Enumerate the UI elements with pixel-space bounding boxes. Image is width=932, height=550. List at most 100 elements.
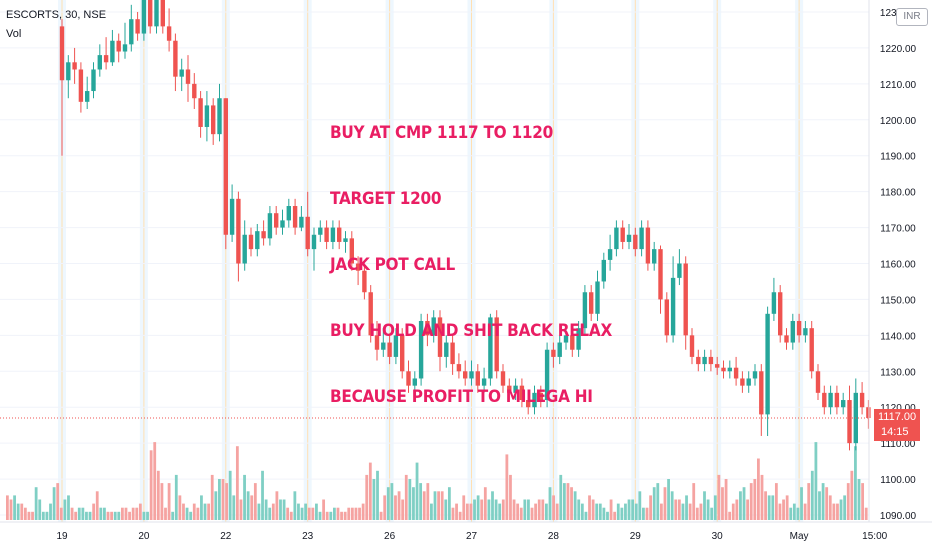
volume-bar xyxy=(663,487,667,520)
candle-body xyxy=(330,227,336,242)
volume-bar xyxy=(818,491,821,520)
volume-bar xyxy=(476,495,480,520)
volume-bar xyxy=(749,483,753,520)
candle-body xyxy=(633,234,638,250)
volume-bar xyxy=(300,507,304,520)
volume-bar xyxy=(67,495,70,520)
volume-bar xyxy=(106,511,110,520)
volume-bar xyxy=(74,511,78,520)
candle-body xyxy=(261,231,266,239)
volume-bar xyxy=(731,503,735,520)
volume-bar xyxy=(340,511,343,520)
volume-bar xyxy=(746,499,750,520)
candle-body xyxy=(834,392,840,408)
candle-body xyxy=(72,62,77,70)
candle-body xyxy=(267,213,273,239)
volume-bar xyxy=(23,507,27,520)
volume-bar xyxy=(491,491,494,520)
candle-body xyxy=(91,69,96,92)
volume-bar xyxy=(584,511,588,520)
candle-body xyxy=(784,335,789,343)
time-tick-label: 26 xyxy=(384,531,396,542)
volume-bar xyxy=(264,499,268,520)
candle-body xyxy=(765,313,770,415)
volume-bar xyxy=(422,491,426,520)
volume-bar xyxy=(6,495,9,520)
time-tick-label: 29 xyxy=(630,531,642,542)
volume-bar xyxy=(548,487,552,520)
volume-bar xyxy=(774,483,778,520)
candle-body xyxy=(236,198,241,264)
volume-bar xyxy=(228,470,232,520)
volume-bar xyxy=(803,503,807,520)
volume-bar xyxy=(473,499,476,520)
candle-body xyxy=(576,328,581,350)
volume-bar xyxy=(200,495,203,520)
volume-bar xyxy=(113,511,117,520)
candle-body xyxy=(771,292,777,314)
candle-body xyxy=(318,227,323,235)
candle-body xyxy=(78,69,84,102)
volume-bar xyxy=(807,483,811,520)
price-tick-label: 1110.00 xyxy=(881,439,916,450)
legend-title: ESCORTS, 30, NSE xyxy=(6,9,107,21)
candle-body xyxy=(431,317,436,336)
candle-body xyxy=(381,342,386,350)
volume-bar xyxy=(580,503,584,520)
candle-body xyxy=(866,407,871,418)
price-tick-label: 1210.00 xyxy=(880,80,917,91)
candle-body xyxy=(204,105,210,127)
volume-bar xyxy=(462,495,466,520)
volume-bar xyxy=(85,511,88,520)
volume-bar xyxy=(419,483,423,520)
volume-bar xyxy=(70,507,74,520)
volume-bar xyxy=(383,495,387,520)
volume-bar xyxy=(27,511,31,520)
volume-bar xyxy=(670,491,674,520)
volume-bar xyxy=(616,503,620,520)
candle-body xyxy=(198,98,203,127)
volume-bar xyxy=(189,511,193,520)
volume-bar xyxy=(465,503,469,520)
currency-button[interactable]: INR xyxy=(896,8,928,26)
volume-bar xyxy=(332,507,336,520)
candle-body xyxy=(173,40,178,77)
volume-bar xyxy=(34,487,38,520)
candle-body xyxy=(141,0,147,34)
volume-bar xyxy=(92,503,96,520)
volume-bar xyxy=(354,507,358,520)
candle-body xyxy=(859,392,865,408)
price-tick-label: 1150.00 xyxy=(880,295,916,306)
volume-bar xyxy=(721,487,724,520)
volume-bar xyxy=(239,499,243,520)
volume-bar xyxy=(315,503,318,520)
candle-body xyxy=(59,26,65,81)
candle-body xyxy=(841,400,846,408)
volume-bar xyxy=(501,499,505,520)
candle-body xyxy=(715,364,720,368)
candle-body xyxy=(160,0,165,27)
volume-bar xyxy=(857,479,861,520)
volume-bar xyxy=(174,474,178,520)
volume-bar xyxy=(512,499,516,520)
volume-bar xyxy=(843,495,847,520)
candle-body xyxy=(658,249,663,300)
volume-bar xyxy=(469,503,473,520)
time-tick-label: 20 xyxy=(138,531,150,542)
volume-bar xyxy=(318,511,322,520)
volume-bar xyxy=(652,487,656,520)
candle-body xyxy=(343,238,348,242)
candle-body xyxy=(129,19,134,45)
time-tick-label: 23 xyxy=(302,531,314,542)
volume-bar xyxy=(642,507,645,520)
candle-body xyxy=(185,69,191,84)
candle-body xyxy=(790,320,795,343)
volume-bar xyxy=(455,503,458,520)
volume-bar xyxy=(117,511,121,520)
candle-body xyxy=(475,371,480,386)
candle-body xyxy=(626,234,632,242)
price-axis: 1090.00 1100.00 1110.00 1120.00 1130.00 1140.… xyxy=(880,8,917,522)
volume-bar xyxy=(110,511,113,520)
volume-bar xyxy=(120,507,124,520)
